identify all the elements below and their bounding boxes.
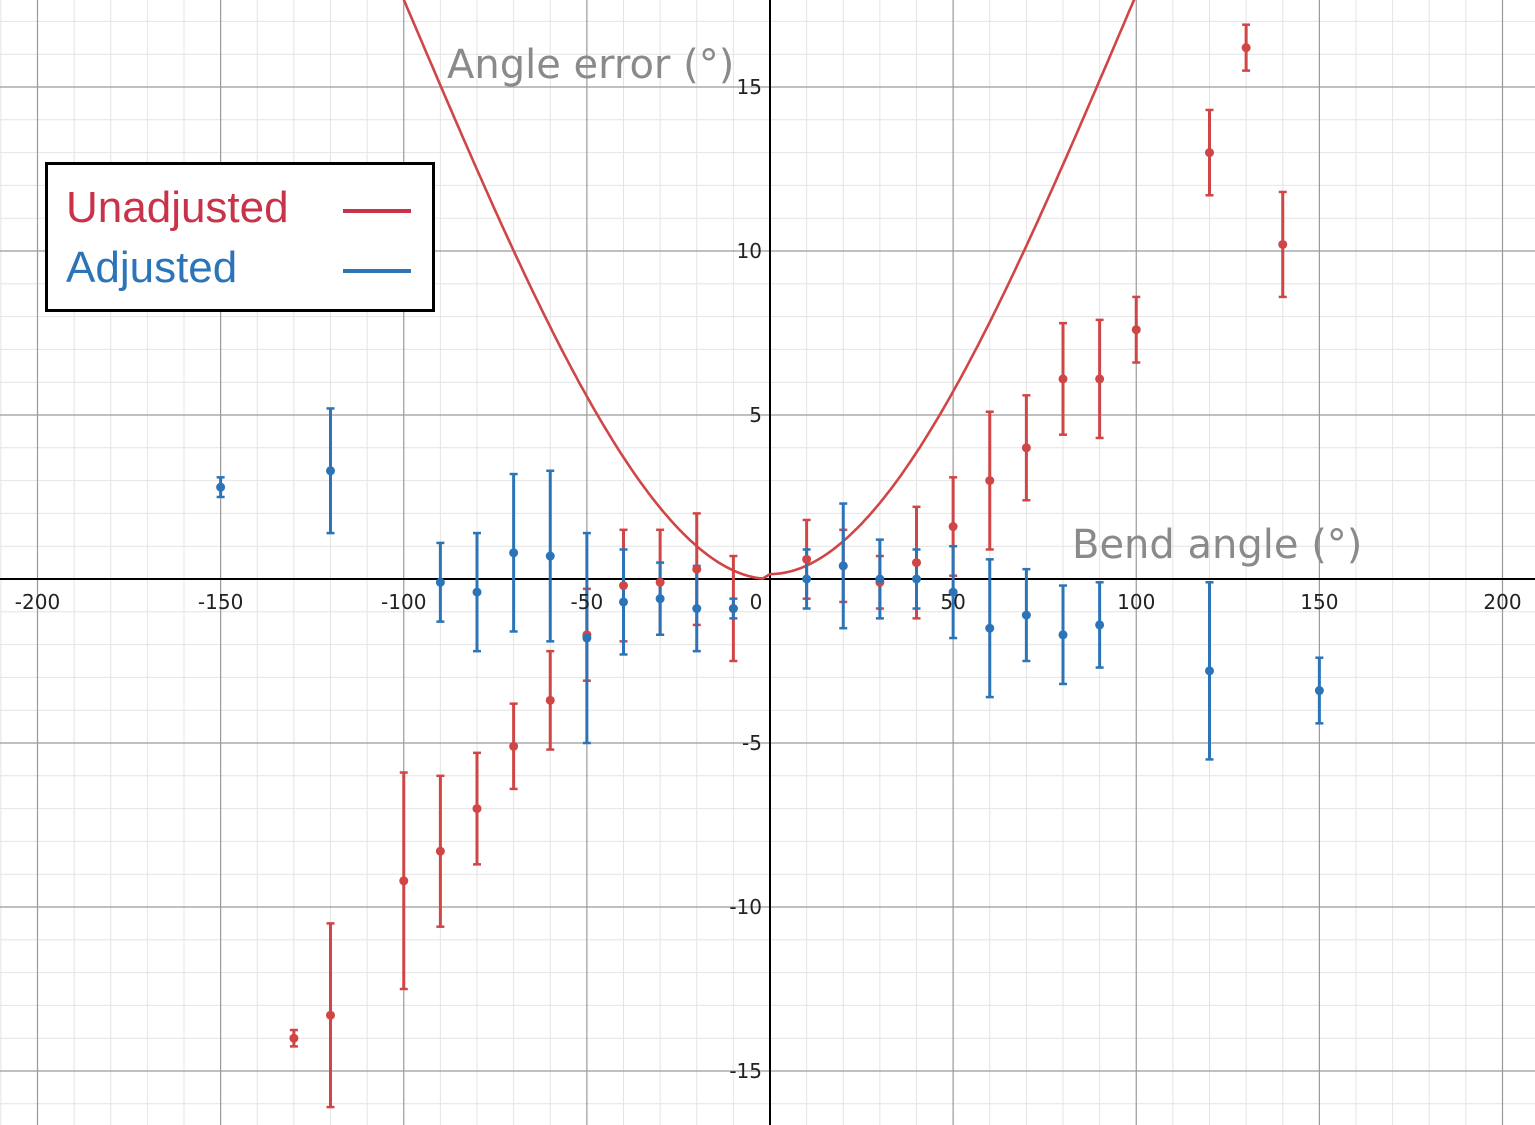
unadjusted-fit-curve-group bbox=[402, 0, 1136, 580]
unadjusted-data-point bbox=[1205, 148, 1214, 158]
unadjusted-data-point bbox=[692, 564, 702, 574]
adjusted-data-point bbox=[326, 466, 335, 476]
unadjusted-data-point bbox=[435, 846, 445, 856]
adjusted-data-point bbox=[1058, 630, 1068, 640]
unadjusted-data-point bbox=[326, 1010, 335, 1020]
adjusted-data-point bbox=[509, 548, 519, 558]
adjusted-data-point bbox=[582, 633, 592, 643]
unadjusted-data-point bbox=[509, 741, 519, 751]
x-tick-label: -200 bbox=[15, 590, 60, 614]
y-tick-label: -5 bbox=[742, 731, 762, 755]
unadjusted-data-point bbox=[1058, 374, 1068, 384]
unadjusted-data-point bbox=[948, 522, 958, 532]
unadjusted-data-point bbox=[1095, 374, 1105, 384]
x-tick-label: 150 bbox=[1300, 590, 1338, 614]
x-tick-label: -100 bbox=[381, 590, 426, 614]
unadjusted-fit-curve bbox=[402, 0, 1136, 580]
unadjusted-data-point bbox=[545, 695, 555, 705]
adjusted-data-point bbox=[875, 574, 885, 584]
adjusted-data-point bbox=[619, 597, 628, 607]
y-tick-label: -10 bbox=[729, 895, 762, 919]
unadjusted-data-point bbox=[985, 476, 995, 486]
y-tick-label: 5 bbox=[749, 403, 762, 427]
adjusted-data-point bbox=[655, 594, 665, 604]
unadjusted-data-point bbox=[619, 581, 628, 591]
y-tick-label: 15 bbox=[737, 75, 762, 99]
adjusted-data-point bbox=[216, 482, 226, 492]
unadjusted-data-point bbox=[1278, 239, 1288, 249]
x-tick-label: 100 bbox=[1117, 590, 1155, 614]
adjusted-data-point bbox=[838, 561, 848, 571]
unadjusted-data-point bbox=[1241, 43, 1251, 53]
unadjusted-data-point bbox=[399, 876, 409, 886]
adjusted-data-point bbox=[948, 587, 958, 597]
unadjusted-data-point bbox=[655, 577, 665, 587]
data-points-group bbox=[216, 43, 1324, 1043]
legend: Unadjusted Adjusted bbox=[45, 162, 435, 312]
adjusted-data-point bbox=[1021, 610, 1031, 620]
x-tick-label: -150 bbox=[198, 590, 243, 614]
adjusted-data-point bbox=[1095, 620, 1105, 630]
x-tick-label: 50 bbox=[940, 590, 965, 614]
adjusted-data-point bbox=[728, 604, 738, 614]
adjusted-data-point bbox=[912, 574, 921, 584]
legend-label-adjusted: Adjusted bbox=[66, 243, 238, 292]
legend-label-unadjusted: Unadjusted bbox=[66, 183, 289, 232]
adjusted-data-point bbox=[985, 623, 995, 633]
legend-line-unadjusted bbox=[343, 209, 411, 213]
adjusted-data-point bbox=[545, 551, 555, 561]
adjusted-data-point bbox=[1314, 686, 1324, 696]
unadjusted-data-point bbox=[472, 804, 482, 814]
y-tick-label: -15 bbox=[729, 1059, 762, 1083]
adjusted-data-point bbox=[692, 604, 702, 614]
y-axis-title: Angle error (°) bbox=[447, 42, 734, 88]
x-tick-label: 0 bbox=[750, 590, 763, 614]
unadjusted-data-point bbox=[1021, 443, 1031, 453]
unadjusted-data-point bbox=[1131, 325, 1141, 335]
unadjusted-data-point bbox=[912, 558, 921, 568]
x-tick-label: -50 bbox=[571, 590, 604, 614]
adjusted-data-point bbox=[472, 587, 482, 597]
x-axis-title: Bend angle (°) bbox=[1072, 522, 1362, 568]
unadjusted-data-point bbox=[802, 554, 812, 564]
adjusted-data-point bbox=[1205, 666, 1214, 676]
y-tick-label: 10 bbox=[737, 239, 762, 263]
tick-labels-group: -200 -150 -100 -50 0 50 100 150 200 -15 -10 -5 5 10 15 bbox=[15, 75, 1522, 1083]
x-tick-label: 200 bbox=[1483, 590, 1521, 614]
adjusted-data-point bbox=[802, 574, 812, 584]
adjusted-data-point bbox=[435, 577, 445, 587]
legend-line-adjusted bbox=[343, 269, 411, 273]
unadjusted-data-point bbox=[289, 1033, 299, 1043]
